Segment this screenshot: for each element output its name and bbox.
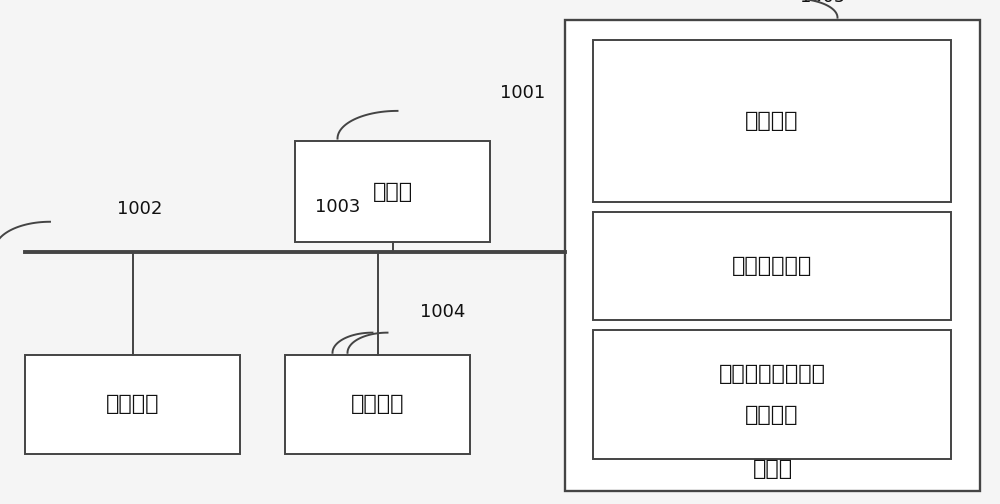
Text: 诊断程序: 诊断程序 [745, 405, 799, 424]
Text: 网络接口: 网络接口 [351, 395, 404, 414]
Text: 用户接口: 用户接口 [106, 395, 159, 414]
Text: 1004: 1004 [420, 303, 465, 322]
Bar [593, 40, 951, 202]
Text: 网络通信模块: 网络通信模块 [732, 256, 812, 276]
Text: 1003: 1003 [315, 198, 360, 216]
Text: 处理器: 处理器 [372, 181, 413, 202]
Bar [285, 355, 470, 454]
Text: 存储器: 存储器 [752, 459, 793, 479]
Text: 1001: 1001 [500, 84, 545, 102]
Bar [565, 20, 980, 491]
Text: 操作系统: 操作系统 [745, 111, 799, 131]
Text: 往复压缩机的故障: 往复压缩机的故障 [718, 364, 826, 384]
Bar [25, 355, 240, 454]
Text: 1005: 1005 [800, 0, 845, 7]
Bar [593, 212, 951, 320]
Text: 1002: 1002 [117, 200, 163, 218]
Bar [295, 141, 490, 242]
Bar [593, 330, 951, 459]
